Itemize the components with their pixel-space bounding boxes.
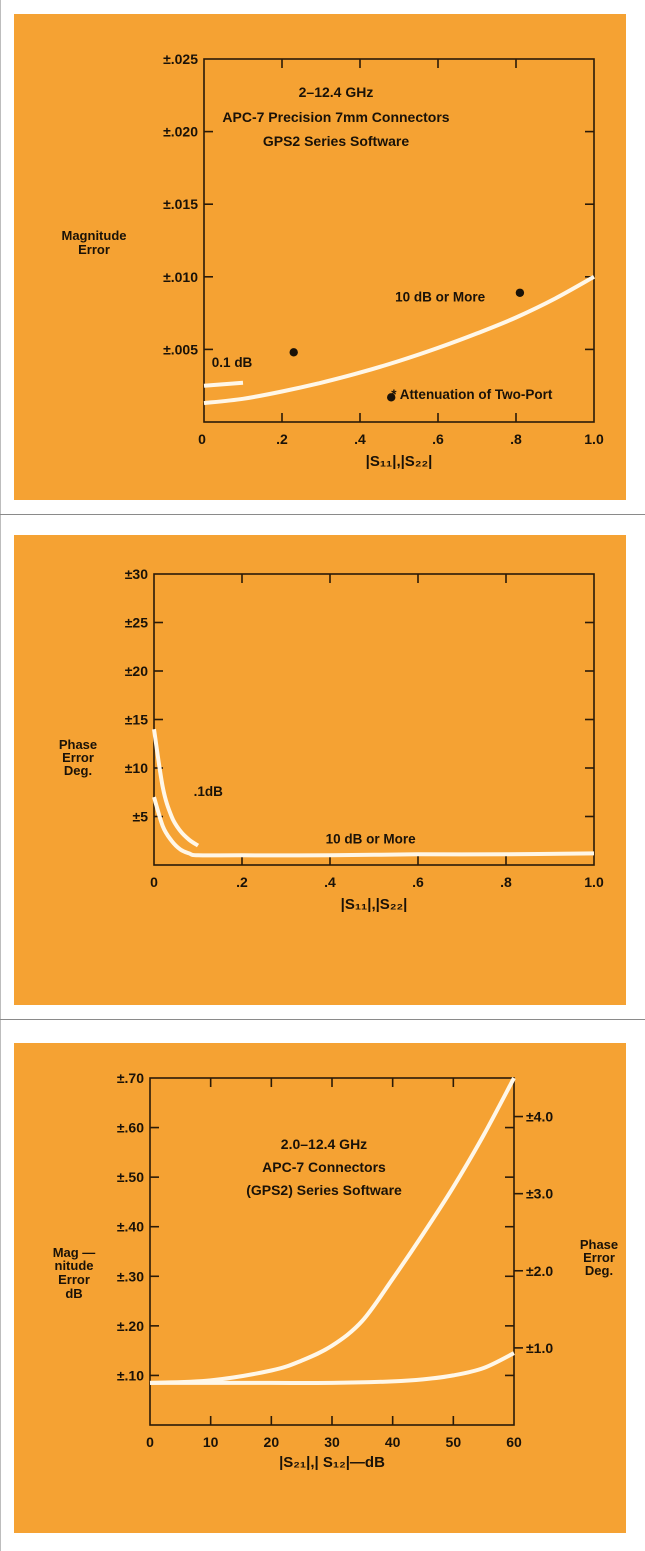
x-tick-label: 50 <box>446 1434 462 1450</box>
transmission-error-chart: 0 10 20 30 40 50 60 ±.10 ±.20 ±.30 ±.40 ±.50 ±.60 ±.7… <box>53 1070 618 1471</box>
y-axis-label: Error <box>78 242 110 257</box>
x-tick-label: 0 <box>198 431 206 447</box>
y-tick-label: ±.40 <box>117 1219 144 1235</box>
y-tick-label: ±15 <box>125 712 148 728</box>
x-tick-label: .8 <box>510 431 522 447</box>
y-tick-label: ±.60 <box>117 1120 144 1136</box>
y2-axis-label: Error <box>583 1250 615 1265</box>
y-tick-label: ±.020 <box>163 124 198 140</box>
x-tick-label: 20 <box>264 1434 280 1450</box>
y-tick-label: ±25 <box>125 615 148 631</box>
chart-title-line: 2.0–12.4 GHz <box>281 1136 367 1152</box>
x-axis-label: |S₂₁|,| S₁₂|—dB <box>279 1454 385 1471</box>
magnitude-error-chart-panel: 0 .2 .4 .6 .8 1.0 ±.005 ±.010 ±.015 ±.020 ±.025 Mag… <box>14 14 626 500</box>
annotation-label: 10 dB or More <box>395 289 486 304</box>
x-tick-label: .4 <box>324 874 336 890</box>
asterisk-marker <box>515 288 525 297</box>
y-axis-label: Magnitude <box>62 228 127 243</box>
phase-error-chart-panel: 0 .2 .4 .6 .8 1.0 ±5 ±10 ±15 ±20 ±25 ±30 Phase Error D… <box>14 535 626 1005</box>
y-axis-label: nitude <box>55 1258 94 1273</box>
annotation-label: * Attenuation of Two-Port <box>391 387 553 402</box>
series-line-1 <box>149 1077 516 1385</box>
x-tick-label: .2 <box>276 431 288 447</box>
x-tick-label: .6 <box>432 431 444 447</box>
y-tick-label: ±.50 <box>117 1169 144 1185</box>
x-tick-label: 0 <box>146 1434 154 1450</box>
y2-tick-label: ±1.0 <box>526 1340 553 1356</box>
chart-title-line: APC-7 Connectors <box>262 1159 386 1175</box>
x-tick-label: .4 <box>354 431 366 447</box>
y-tick-label: ±5 <box>133 809 149 825</box>
series-line-2 <box>149 1351 515 1385</box>
y-tick-label: ±.10 <box>117 1367 144 1383</box>
y-tick-label: ±30 <box>125 566 148 582</box>
asterisk-marker <box>289 348 298 357</box>
y-axis-label: Mag — <box>53 1245 96 1260</box>
x-tick-label: 10 <box>203 1434 219 1450</box>
y-axis-label: dB <box>65 1286 82 1301</box>
chart-title-line: GPS2 Series Software <box>263 133 410 149</box>
asterisk-marker <box>387 393 396 402</box>
chart-title-line: APC-7 Precision 7mm Connectors <box>222 109 449 125</box>
y2-tick-label: ±4.0 <box>526 1109 553 1125</box>
y-tick-label: ±.025 <box>163 51 198 67</box>
x-tick-label: 0 <box>150 874 158 890</box>
annotation-label: 10 dB or More <box>326 832 417 847</box>
y2-tick-label: ±2.0 <box>526 1263 553 1279</box>
y-tick-label: ±20 <box>125 663 148 679</box>
phase-error-chart: 0 .2 .4 .6 .8 1.0 ±5 ±10 ±15 ±20 ±25 ±30 PhaseErrorD… <box>59 566 604 913</box>
y-tick-label: ±.30 <box>117 1268 144 1284</box>
x-tick-label: 30 <box>324 1434 340 1450</box>
divider <box>0 514 645 515</box>
y-axis-label: Error <box>62 750 94 765</box>
x-tick-label: 1.0 <box>584 874 604 890</box>
transmission-error-chart-panel: 0 10 20 30 40 50 60 ±.10 ±.20 ±.30 ±.40 ±.50 ±.60 ±.7… <box>14 1043 626 1533</box>
y2-tick-label: ±3.0 <box>526 1186 553 1202</box>
series-line-1 <box>152 728 200 848</box>
y-tick-label: ±10 <box>125 760 148 776</box>
y-tick-label: ±.005 <box>163 341 198 357</box>
x-tick-label: 40 <box>385 1434 401 1450</box>
chart-title-line: (GPS2) Series Software <box>246 1182 402 1198</box>
x-tick-label: .6 <box>412 874 424 890</box>
series-line-1 <box>203 380 244 388</box>
plot-frame <box>153 573 595 866</box>
plot-frame <box>203 58 595 423</box>
y-axis-label: Deg. <box>64 763 92 778</box>
y-tick-label: ±.70 <box>117 1070 144 1086</box>
page-left-border <box>0 0 1 1551</box>
x-axis-label: |S₁₁|,|S₂₂| <box>341 896 408 913</box>
x-axis-label: |S₁₁|,|S₂₂| <box>366 453 433 470</box>
y-tick-label: ±.20 <box>117 1318 144 1334</box>
divider <box>0 1019 645 1020</box>
y2-axis-label: Deg. <box>585 1263 613 1278</box>
y-tick-label: ±.015 <box>163 196 198 212</box>
y-axis-label: Phase <box>59 737 97 752</box>
x-tick-label: 1.0 <box>584 431 604 447</box>
series-line-2 <box>152 796 595 858</box>
x-tick-label: 60 <box>506 1434 522 1450</box>
chart-title-line: 2–12.4 GHz <box>299 84 374 100</box>
series-line-2 <box>203 275 595 406</box>
annotation-label: 0.1 dB <box>212 355 253 370</box>
y-axis-label: Error <box>58 1272 90 1287</box>
x-tick-label: .2 <box>236 874 248 890</box>
magnitude-error-chart: 0 .2 .4 .6 .8 1.0 ±.005 ±.010 ±.015 ±.020 ±.025 Mag… <box>62 51 604 470</box>
x-tick-label: .8 <box>500 874 512 890</box>
y2-axis-label: Phase <box>580 1237 618 1252</box>
y-tick-label: ±.010 <box>163 269 198 285</box>
annotation-label: .1dB <box>194 784 224 799</box>
